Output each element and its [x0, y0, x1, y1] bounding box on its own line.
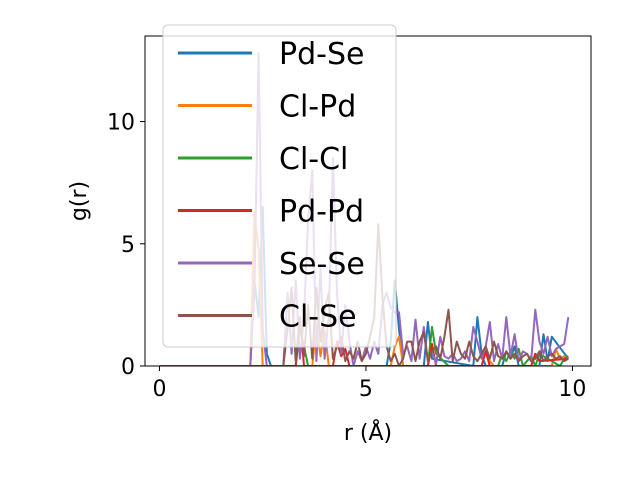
y-axis-ticks: 0 5 10	[107, 111, 145, 380]
x-tick-label: 0	[152, 377, 166, 402]
legend-label-pd-pd: Pd-Pd	[279, 195, 364, 230]
y-axis-label: g(r)	[67, 181, 92, 221]
y-tick-label: 0	[121, 355, 135, 380]
y-tick-label: 5	[121, 233, 135, 258]
x-axis-ticks: 0 5 10	[152, 366, 586, 402]
legend-label-cl-se: Cl-Se	[279, 300, 357, 335]
legend-label-cl-cl: Cl-Cl	[279, 142, 348, 177]
legend: Pd-Se Cl-Pd Cl-Cl Pd-Pd Se-Se Cl-Se	[162, 24, 397, 348]
y-tick-label: 10	[107, 111, 135, 136]
x-axis-label: r (Å)	[344, 419, 392, 446]
legend-label-se-se: Se-Se	[279, 247, 365, 282]
x-tick-label: 5	[359, 377, 373, 402]
legend-label-pd-se: Pd-Se	[279, 37, 364, 72]
x-tick-label: 10	[558, 377, 586, 402]
series-line-cl-cl	[159, 325, 569, 366]
legend-label-cl-pd: Cl-Pd	[279, 90, 356, 125]
